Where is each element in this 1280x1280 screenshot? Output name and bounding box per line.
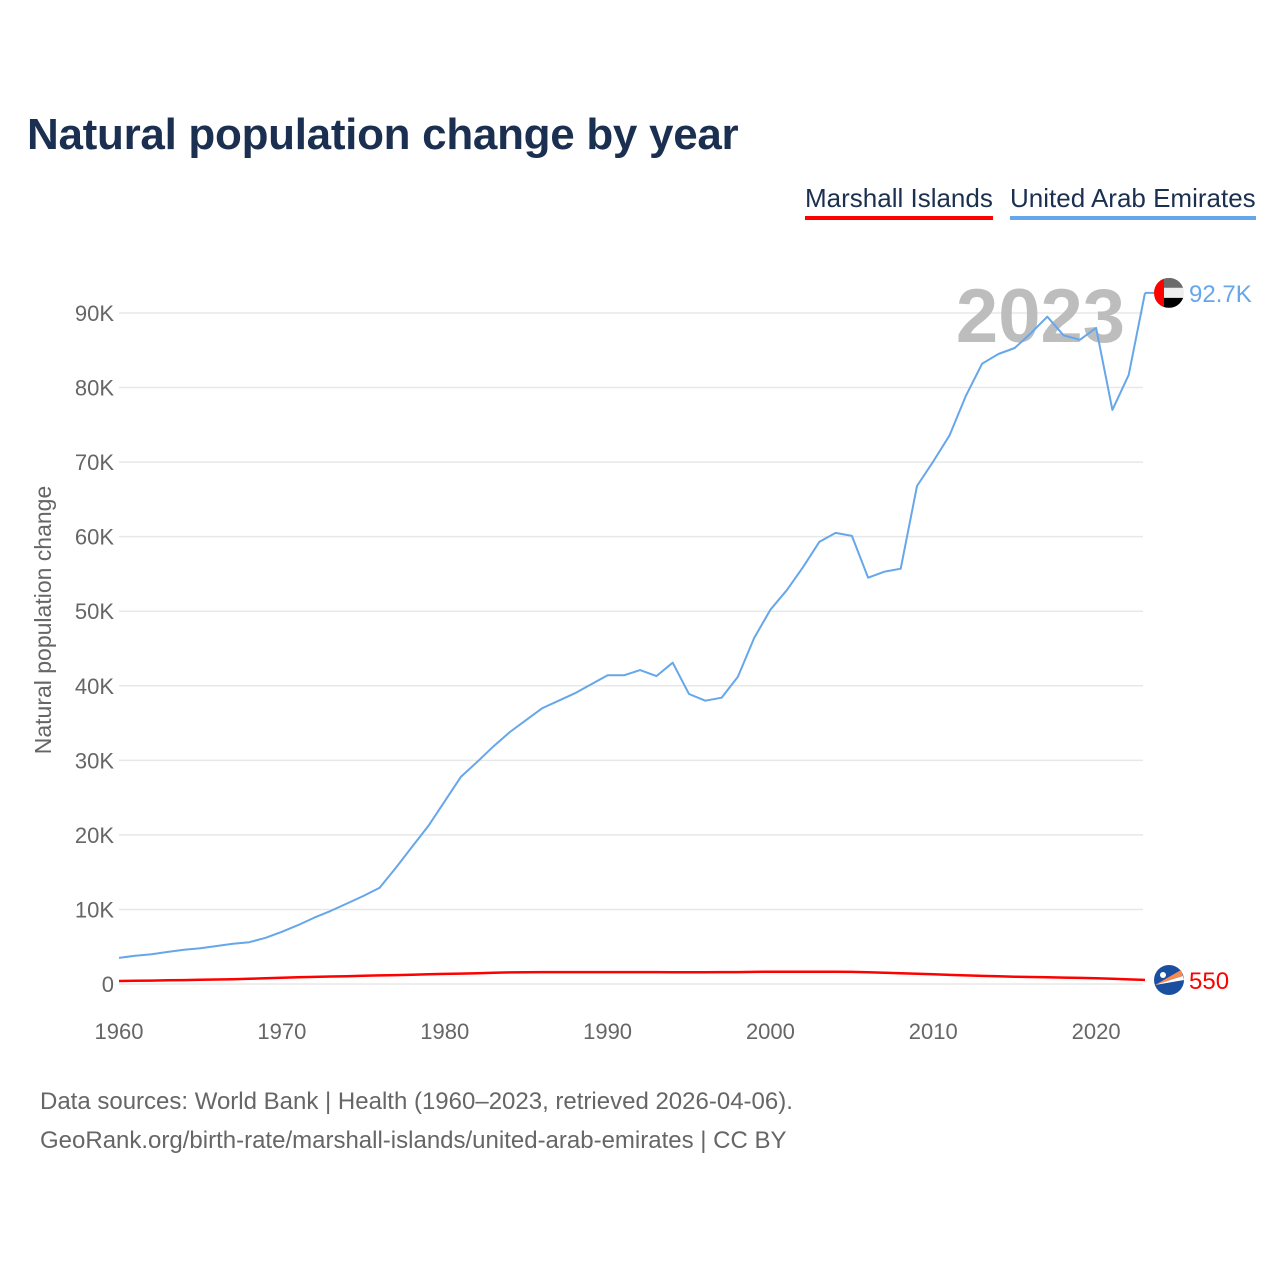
- footer-attribution[interactable]: GeoRank.org/birth-rate/marshall-islands/…: [40, 1127, 787, 1154]
- flag-stripe: [1154, 287, 1184, 298]
- y-axis-ticks: 0 10K 20K 30K 40K 50K 60K 70K 80K 90K: [75, 301, 114, 997]
- series-lines: [118, 292, 1146, 983]
- gridlines: [119, 312, 1143, 985]
- flag-stripe: [1154, 297, 1184, 308]
- footer-sources: Data sources: World Bank | Health (1960–…: [40, 1088, 793, 1115]
- x-tick-label: 2010: [909, 1019, 958, 1044]
- y-tick-label: 40K: [75, 674, 114, 699]
- x-tick-label: 2000: [746, 1019, 795, 1044]
- x-axis-ticks: 1960 1970 1980 1990 2000 2010 2020: [95, 1019, 1121, 1044]
- y-tick-label: 50K: [75, 599, 114, 624]
- year-watermark: 2023: [956, 274, 1125, 359]
- x-tick-label: 1960: [95, 1019, 144, 1044]
- marshall-islands-flag-icon: [1154, 965, 1184, 995]
- y-tick-label: 60K: [75, 525, 114, 550]
- y-tick-label: 80K: [75, 376, 114, 401]
- uae-flag-icon: [1154, 277, 1184, 308]
- x-tick-label: 1980: [420, 1019, 469, 1044]
- end-value-label: 550: [1189, 968, 1229, 995]
- flag-stripes: [1154, 277, 1184, 308]
- flag-stripe: [1155, 970, 1183, 985]
- flag-stripe: [1154, 277, 1184, 288]
- series-line-united-arab-emirates: [118, 292, 1146, 959]
- end-value-label: 92.7K: [1189, 281, 1252, 308]
- y-tick-label: 20K: [75, 823, 114, 848]
- flag-stripe: [1154, 277, 1164, 308]
- x-tick-label: 1970: [257, 1019, 306, 1044]
- x-tick-label: 2020: [1072, 1019, 1121, 1044]
- y-tick-label: 90K: [75, 301, 114, 326]
- y-axis-label: Natural population change: [30, 486, 56, 755]
- flag-star: [1160, 972, 1166, 978]
- chart-title: Natural population change by year: [27, 110, 739, 159]
- flag-stripe: [1155, 976, 1184, 985]
- series-end-markers: 550 92.7K: [1145, 277, 1252, 995]
- legend-item-marshall-islands[interactable]: Marshall Islands: [805, 183, 993, 220]
- series-line-marshall-islands: [118, 970, 1146, 983]
- legend-item-united-arab-emirates[interactable]: United Arab Emirates: [1010, 183, 1256, 220]
- y-tick-label: 10K: [75, 897, 114, 922]
- y-tick-label: 30K: [75, 748, 114, 773]
- x-tick-label: 1990: [583, 1019, 632, 1044]
- y-tick-label: 70K: [75, 450, 114, 475]
- y-tick-label: 0: [102, 972, 114, 997]
